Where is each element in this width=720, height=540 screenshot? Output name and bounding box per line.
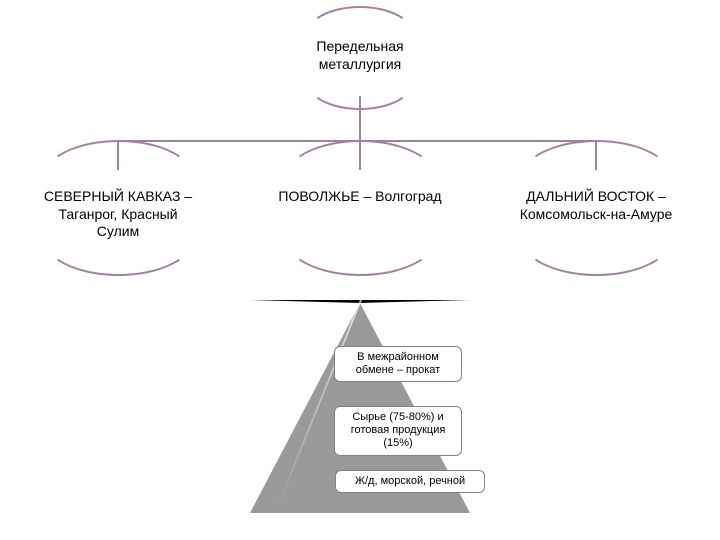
- root-line1: Передельная: [240, 38, 480, 56]
- child-node-0: СЕВЕРНЫЙ КАВКАЗ – Таганрог, Красный Сули…: [0, 188, 238, 241]
- child-0-title: СЕВЕРНЫЙ КАВКАЗ –: [0, 188, 238, 206]
- callout-0-l1: В межрайонном: [343, 351, 453, 364]
- child-1-arc-bottom: [283, 196, 438, 276]
- root-line2: металлургия: [240, 56, 480, 74]
- child-1-title: ПОВОЛЖЬЕ – Волгоград: [240, 188, 480, 206]
- callout-1: Сырье (75-80%) и готовая продукция (15%): [334, 406, 462, 456]
- child-2-sub1: Комсомольск-на-Амуре: [476, 206, 716, 224]
- callout-0: В межрайонном обмене – прокат: [334, 346, 462, 382]
- child-0-sub1: Таганрог, Красный: [0, 206, 238, 224]
- callout-1-l1: Сырье (75-80%) и: [343, 411, 453, 424]
- callout-0-l2: обмене – прокат: [343, 364, 453, 377]
- child-node-1: ПОВОЛЖЬЕ – Волгоград: [240, 188, 480, 206]
- callout-1-l3: (15%): [343, 437, 453, 450]
- root-node: Передельная металлургия: [240, 38, 480, 73]
- child-0-sub2: Сулим: [0, 223, 238, 241]
- callout-2: Ж/д, морской, речной: [335, 470, 485, 493]
- callout-1-l2: готовая продукция: [343, 424, 453, 437]
- child-2-title: ДАЛЬНИЙ ВОСТОК –: [476, 188, 716, 206]
- child-node-2: ДАЛЬНИЙ ВОСТОК – Комсомольск-на-Амуре: [476, 188, 716, 223]
- callout-2-l1: Ж/д, морской, речной: [344, 475, 476, 488]
